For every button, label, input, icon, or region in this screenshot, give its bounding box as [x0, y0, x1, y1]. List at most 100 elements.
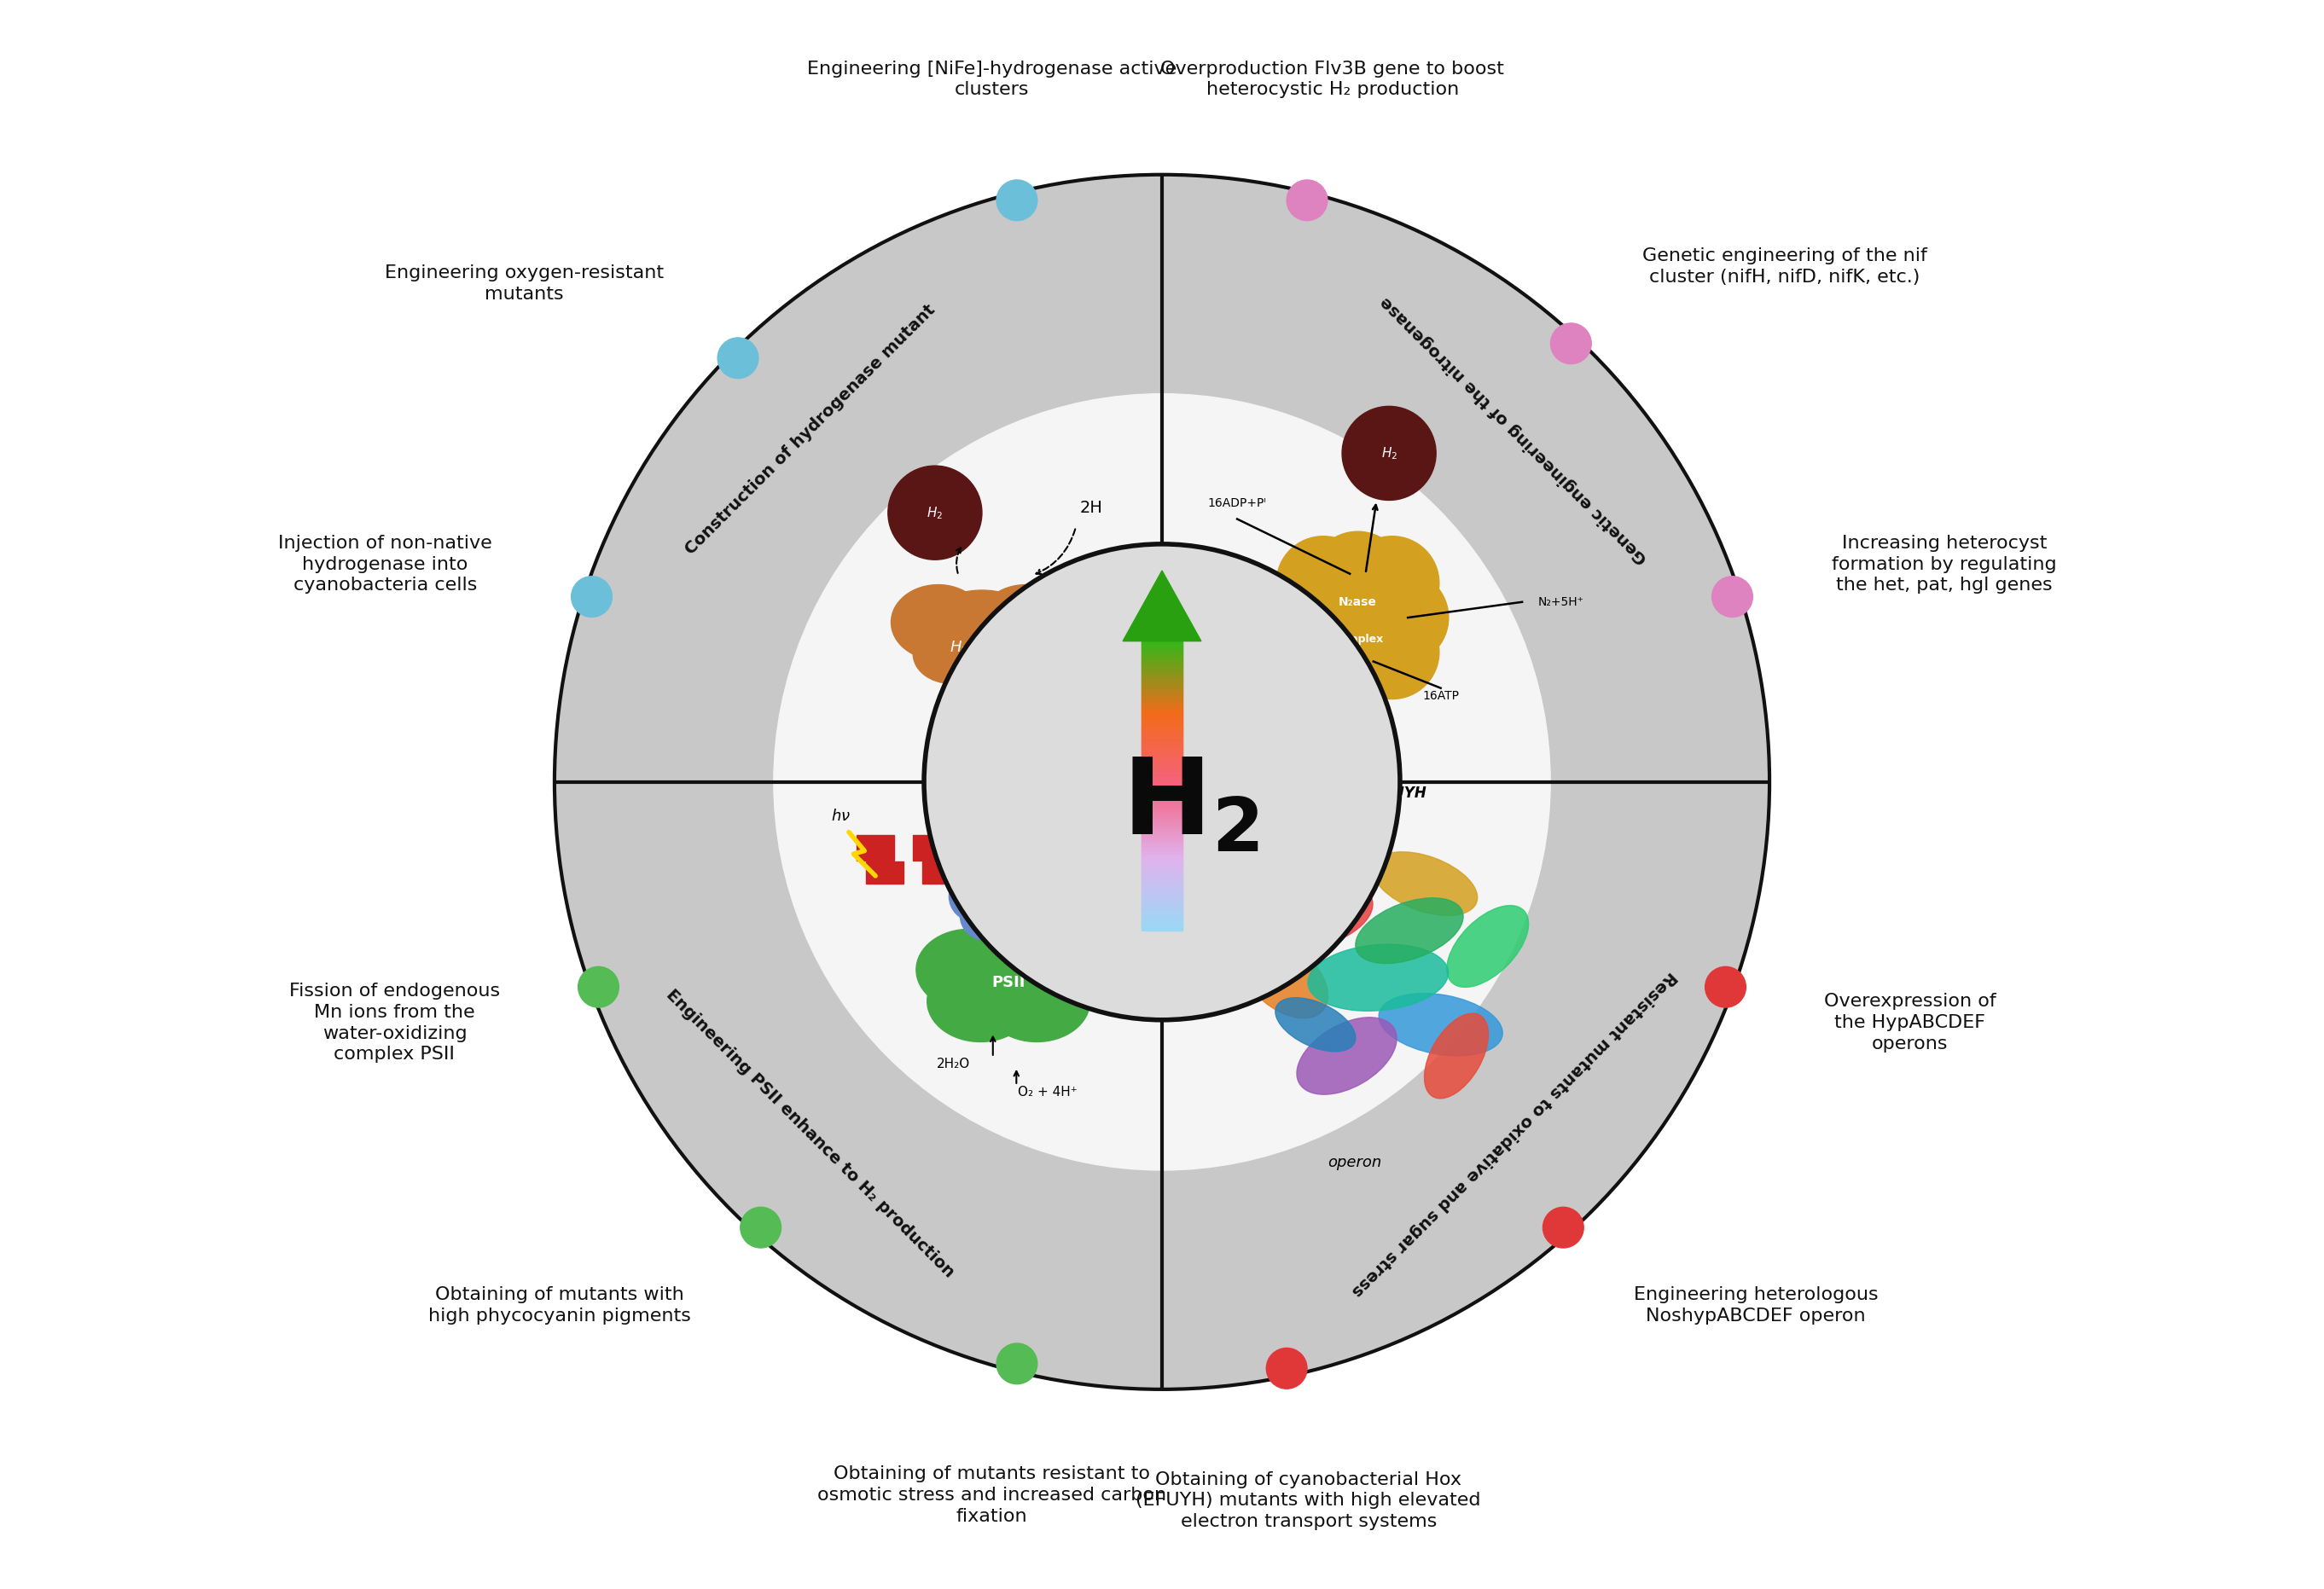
Bar: [1141, 651, 1183, 656]
Ellipse shape: [1378, 993, 1504, 1055]
Bar: [1141, 725, 1183, 728]
Text: operon: operon: [1327, 1155, 1380, 1170]
Ellipse shape: [1308, 944, 1448, 1011]
Bar: [1141, 915, 1183, 918]
Bar: [1141, 796, 1183, 801]
Bar: [1141, 769, 1183, 774]
Bar: [1141, 740, 1183, 745]
Bar: [1141, 850, 1183, 853]
Bar: [1141, 750, 1183, 755]
Bar: [1141, 888, 1183, 891]
Bar: [1141, 734, 1183, 737]
Ellipse shape: [927, 960, 1034, 1042]
Bar: [1141, 907, 1183, 912]
Bar: [1141, 760, 1183, 764]
Bar: [1141, 744, 1183, 747]
Bar: [1141, 825, 1183, 829]
Circle shape: [1706, 966, 1745, 1007]
Circle shape: [1311, 570, 1404, 664]
Circle shape: [1276, 535, 1371, 631]
Bar: [1141, 823, 1183, 826]
Bar: [1141, 775, 1183, 779]
Circle shape: [1311, 532, 1404, 626]
Text: Construction of hydrogenase mutant: Construction of hydrogenase mutant: [681, 302, 939, 558]
Bar: [1141, 903, 1183, 907]
Text: N₂+5H⁺: N₂+5H⁺: [1538, 596, 1583, 609]
Ellipse shape: [1297, 1017, 1397, 1095]
Circle shape: [1267, 570, 1362, 664]
Text: $\mathbf{H_2}$: $\mathbf{H_2}$: [1122, 753, 1260, 856]
Bar: [1141, 731, 1183, 736]
Bar: [1141, 736, 1183, 740]
Bar: [1141, 639, 1183, 644]
Bar: [1141, 883, 1183, 887]
Bar: [1141, 782, 1183, 787]
Bar: [1141, 675, 1183, 680]
Circle shape: [741, 1208, 781, 1247]
Bar: [1141, 748, 1183, 752]
Ellipse shape: [976, 624, 1050, 683]
Circle shape: [1311, 610, 1404, 704]
Bar: [1141, 755, 1183, 760]
Bar: [1195, 836, 1232, 860]
Text: 2H: 2H: [1081, 501, 1104, 516]
Circle shape: [1346, 535, 1439, 631]
Circle shape: [948, 871, 999, 922]
Bar: [1141, 893, 1183, 896]
Bar: [1141, 925, 1183, 928]
Bar: [1141, 772, 1183, 777]
Bar: [1141, 721, 1183, 726]
Bar: [1141, 861, 1183, 866]
Text: $H_2$: $H_2$: [927, 505, 944, 521]
Bar: [867, 861, 904, 883]
Text: $h\nu$: $h\nu$: [832, 809, 851, 825]
Bar: [1141, 920, 1183, 923]
Bar: [978, 861, 1016, 883]
Bar: [1141, 698, 1183, 701]
Bar: [1141, 879, 1183, 882]
Text: 16ATP: 16ATP: [1422, 690, 1459, 702]
Circle shape: [1287, 180, 1327, 221]
Bar: [1141, 664, 1183, 667]
Bar: [1141, 710, 1183, 713]
Circle shape: [1543, 1208, 1583, 1247]
Ellipse shape: [995, 930, 1102, 1011]
Circle shape: [995, 869, 1023, 898]
Text: Obtaining of mutants resistant to
osmotic stress and increased carbon
fixation: Obtaining of mutants resistant to osmoti…: [818, 1465, 1167, 1525]
Circle shape: [1276, 605, 1371, 699]
Circle shape: [1713, 577, 1752, 617]
Bar: [1141, 763, 1183, 766]
Bar: [923, 861, 960, 883]
Polygon shape: [1122, 570, 1202, 640]
Bar: [1141, 669, 1183, 672]
Bar: [1141, 842, 1183, 847]
Bar: [1141, 871, 1183, 876]
Bar: [1141, 917, 1183, 922]
Bar: [1141, 666, 1183, 671]
Circle shape: [774, 394, 1550, 1170]
Bar: [1141, 791, 1183, 796]
Ellipse shape: [1276, 998, 1355, 1052]
Bar: [1141, 661, 1183, 666]
Text: Genetic engineering of the nitrogenase: Genetic engineering of the nitrogenase: [1378, 294, 1650, 567]
Bar: [1141, 671, 1183, 675]
Bar: [1139, 836, 1176, 860]
Circle shape: [1341, 407, 1436, 501]
Bar: [1141, 794, 1183, 798]
Bar: [1141, 828, 1183, 831]
Bar: [1141, 685, 1183, 690]
Bar: [1141, 712, 1183, 717]
Bar: [1141, 874, 1183, 877]
Bar: [1034, 861, 1074, 883]
Ellipse shape: [1425, 1014, 1487, 1098]
Ellipse shape: [1257, 882, 1373, 949]
Bar: [1141, 707, 1183, 712]
Bar: [1141, 659, 1183, 663]
Bar: [1141, 790, 1183, 793]
Bar: [1141, 814, 1183, 817]
Bar: [1141, 855, 1183, 858]
Text: PSII: PSII: [992, 974, 1025, 990]
Bar: [1141, 845, 1183, 849]
Text: O₂ + 4H⁺: O₂ + 4H⁺: [1018, 1085, 1078, 1098]
Text: Increasing heterocyst
formation by regulating
the het, pat, hgl genes: Increasing heterocyst formation by regul…: [1831, 534, 2057, 594]
